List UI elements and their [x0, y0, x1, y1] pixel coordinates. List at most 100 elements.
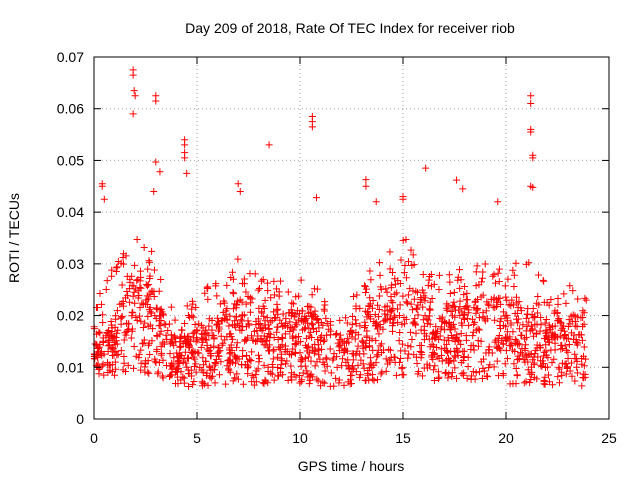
data-point [542, 341, 550, 349]
data-point [396, 328, 404, 336]
data-point [574, 339, 582, 347]
data-point [567, 312, 575, 320]
data-point [364, 369, 372, 377]
data-point [435, 335, 443, 343]
data-point [134, 287, 142, 295]
data-point [542, 347, 550, 355]
data-point [157, 327, 165, 335]
data-point [185, 342, 193, 350]
data-point [463, 289, 471, 297]
data-point [255, 355, 263, 363]
data-point [359, 360, 367, 368]
data-point [400, 371, 408, 379]
y-tick-label: 0.02 [57, 308, 84, 324]
data-point [389, 268, 397, 276]
data-point [141, 319, 149, 327]
data-point [238, 352, 246, 360]
data-point [502, 347, 510, 355]
data-point [509, 266, 517, 274]
data-point [382, 355, 390, 363]
data-point [131, 92, 139, 100]
data-point [129, 292, 137, 300]
data-point [348, 367, 356, 375]
data-point [193, 326, 201, 334]
data-point [429, 355, 437, 363]
y-tick-label: 0.01 [57, 359, 84, 375]
data-point [521, 335, 529, 343]
data-point [277, 361, 285, 369]
data-point [464, 362, 472, 370]
data-point [232, 313, 240, 321]
data-point [201, 289, 209, 297]
data-point [295, 372, 303, 380]
data-point [457, 340, 465, 348]
data-point [322, 314, 330, 322]
data-point [181, 141, 189, 149]
data-point [497, 300, 505, 308]
data-point [580, 352, 588, 360]
data-point [130, 342, 138, 350]
data-point [211, 366, 219, 374]
data-point [288, 324, 296, 332]
data-point [226, 312, 234, 320]
data-point [270, 291, 278, 299]
data-point [128, 272, 136, 280]
data-point [190, 378, 198, 386]
data-point [287, 351, 295, 359]
data-point [499, 308, 507, 316]
data-point [518, 350, 526, 358]
data-point [374, 351, 382, 359]
data-point [124, 361, 132, 369]
data-point [233, 300, 241, 308]
data-point [516, 355, 524, 363]
data-point [376, 271, 384, 279]
data-point [313, 358, 321, 366]
data-point [417, 326, 425, 334]
data-point [137, 366, 145, 374]
data-point [174, 373, 182, 381]
data-point [495, 277, 503, 285]
data-point [144, 265, 152, 273]
data-point [349, 329, 357, 337]
data-point [496, 322, 504, 330]
data-point [212, 360, 220, 368]
data-point [181, 154, 189, 162]
data-point [292, 293, 300, 301]
data-point [514, 319, 522, 327]
data-point [409, 251, 417, 259]
data-point [334, 339, 342, 347]
data-point [236, 187, 244, 195]
data-point [297, 276, 305, 284]
data-point [145, 258, 153, 266]
data-point [114, 326, 122, 334]
data-point [302, 315, 310, 323]
data-point [348, 380, 356, 388]
data-point [330, 382, 338, 390]
data-point [392, 371, 400, 379]
data-point [507, 321, 515, 329]
data-point [185, 332, 193, 340]
data-point [447, 322, 455, 330]
data-point [299, 318, 307, 326]
data-point [451, 353, 459, 361]
data-point [148, 309, 156, 317]
data-point [317, 319, 325, 327]
data-point [559, 344, 567, 352]
data-point [312, 328, 320, 336]
data-point [165, 320, 173, 328]
data-point [366, 294, 374, 302]
data-point [472, 297, 480, 305]
data-point [256, 284, 264, 292]
data-point [207, 343, 215, 351]
data-point [277, 343, 285, 351]
data-point [155, 359, 163, 367]
data-point [506, 342, 514, 350]
data-point [363, 333, 371, 341]
data-point [239, 380, 247, 388]
data-point [526, 379, 534, 387]
data-point [226, 350, 234, 358]
data-point [182, 337, 190, 345]
data-point [491, 304, 499, 312]
data-point [540, 334, 548, 342]
